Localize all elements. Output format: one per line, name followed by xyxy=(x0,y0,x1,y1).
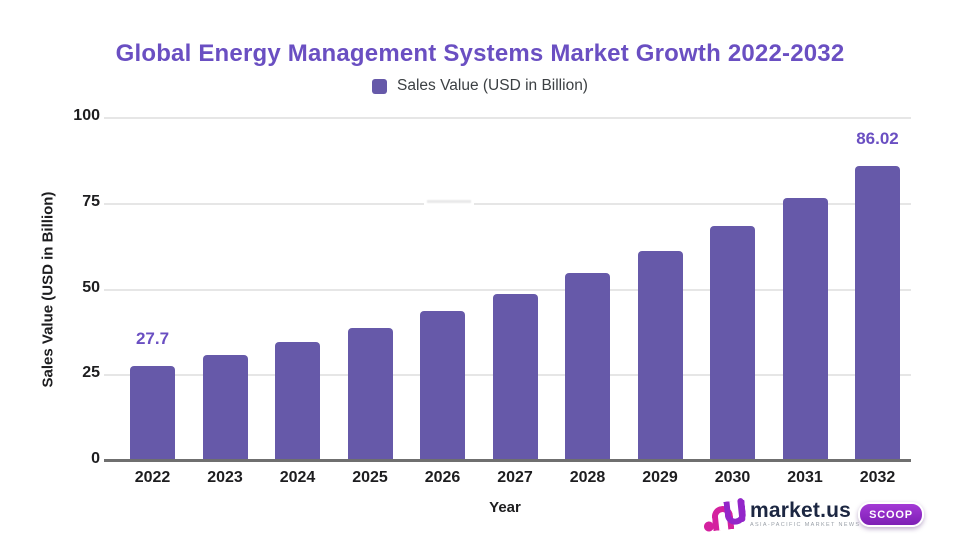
logo-brand: market.us xyxy=(750,499,852,522)
y-tick-label-75: 75 xyxy=(82,192,100,210)
chart-title: Global Energy Management Systems Market … xyxy=(115,40,845,67)
y-tick-label-50: 50 xyxy=(82,278,100,296)
faded-label-artifact xyxy=(424,196,474,207)
x-tick-label-2024: 2024 xyxy=(279,469,316,486)
y-tick-label-100: 100 xyxy=(73,107,100,124)
logo-text-block: market.us ASIA-PACIFIC MARKET NEWS xyxy=(750,499,862,528)
x-tick-label-2023: 2023 xyxy=(207,469,243,486)
scoop-badge: SCOOP xyxy=(858,502,924,527)
bar-2032[interactable] xyxy=(855,165,900,461)
bar-2023[interactable] xyxy=(202,354,248,461)
data-label-2022: 27.7 xyxy=(135,328,170,348)
bar-2027[interactable] xyxy=(492,293,538,461)
gridline-50 xyxy=(104,288,911,291)
logo-tagline: ASIA-PACIFIC MARKET NEWS xyxy=(750,522,861,528)
y-tick-label-25: 25 xyxy=(82,364,100,382)
x-axis-line xyxy=(104,459,911,462)
bar-2026[interactable] xyxy=(420,311,465,461)
y-tick-label-0: 0 xyxy=(91,450,100,467)
bar-2029[interactable] xyxy=(637,251,683,461)
legend-swatch xyxy=(372,78,388,94)
x-tick-label-2031: 2031 xyxy=(787,469,823,486)
bar-2028[interactable] xyxy=(565,273,610,461)
x-tick-label-2030: 2030 xyxy=(714,469,751,486)
legend: Sales Value (USD in Billion) xyxy=(0,77,960,95)
x-tick-label-2026: 2026 xyxy=(424,469,461,486)
bar-2024[interactable] xyxy=(275,341,320,461)
bar-2022[interactable] xyxy=(130,365,175,461)
x-tick-label-2032: 2032 xyxy=(859,469,896,486)
bar-2025[interactable] xyxy=(347,327,393,461)
gridline-75 xyxy=(104,202,911,205)
bar-2030[interactable] xyxy=(710,225,755,461)
marketus-logo[interactable]: market.us ASIA-PACIFIC MARKET NEWS SCOOP xyxy=(701,495,925,539)
x-tick-label-2022: 2022 xyxy=(134,469,171,486)
bar-2031[interactable] xyxy=(782,197,828,461)
legend-label: Sales Value (USD in Billion) xyxy=(397,77,588,94)
x-tick-label-2027: 2027 xyxy=(497,469,533,486)
data-label-2032: 86.02 xyxy=(856,128,899,148)
x-tick-label-2028: 2028 xyxy=(569,469,606,486)
marketus-logo-icon xyxy=(701,497,747,536)
x-tick-label-2025: 2025 xyxy=(352,469,388,486)
gridline-100 xyxy=(104,117,911,119)
x-axis-title: Year xyxy=(489,499,521,516)
x-tick-label-2029: 2029 xyxy=(642,469,678,486)
